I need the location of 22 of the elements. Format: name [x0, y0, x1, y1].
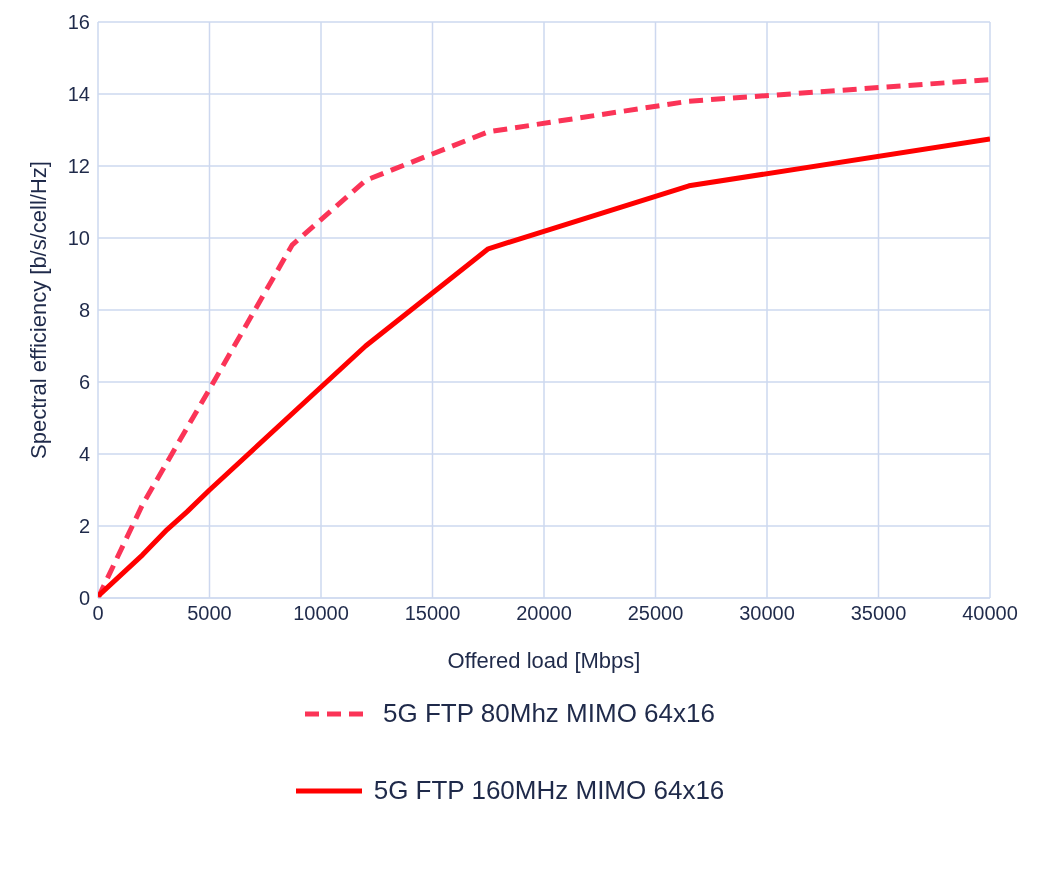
y-tick-label: 16: [67, 11, 90, 34]
y-tick-label: 2: [78, 515, 90, 538]
y-tick-label: 0: [78, 587, 90, 610]
x-tick-label: 25000: [627, 602, 684, 625]
x-tick-label: 40000: [962, 602, 1018, 625]
y-tick-label: 6: [78, 371, 90, 394]
x-tick-label: 35000: [850, 602, 907, 625]
y-tick-label: 14: [67, 83, 90, 106]
legend-label: 5G FTP 80Mhz MIMO 64x16: [383, 698, 715, 729]
legend-label: 5G FTP 160MHz MIMO 64x16: [373, 775, 725, 806]
x-axis-title: Offered load [Mbps]: [447, 648, 641, 673]
y-axis-title: Spectral efficiency [b/s/cell/Hz]: [25, 161, 51, 459]
x-tick-label: 30000: [739, 602, 795, 625]
y-tick-label: 12: [67, 155, 90, 178]
x-tick-label: 15000: [404, 602, 461, 625]
x-tick-label: 0: [92, 602, 104, 625]
x-tick-label: 10000: [293, 602, 349, 625]
y-tick-label: 8: [78, 299, 90, 322]
x-tick-label: 20000: [516, 602, 572, 625]
y-tick-label: 4: [78, 443, 90, 466]
x-tick-label: 5000: [187, 602, 232, 625]
y-tick-label: 10: [67, 227, 90, 250]
